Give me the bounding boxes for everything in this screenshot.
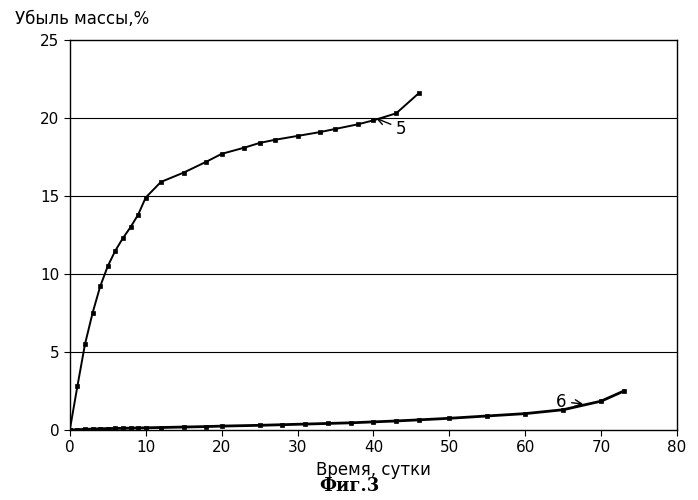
Text: 6: 6 — [556, 392, 581, 410]
Text: 5: 5 — [378, 118, 407, 138]
Text: Фиг.3: Фиг.3 — [319, 477, 379, 495]
X-axis label: Время, сутки: Время, сутки — [316, 461, 431, 479]
Text: Убыль массы,%: Убыль массы,% — [15, 10, 149, 29]
